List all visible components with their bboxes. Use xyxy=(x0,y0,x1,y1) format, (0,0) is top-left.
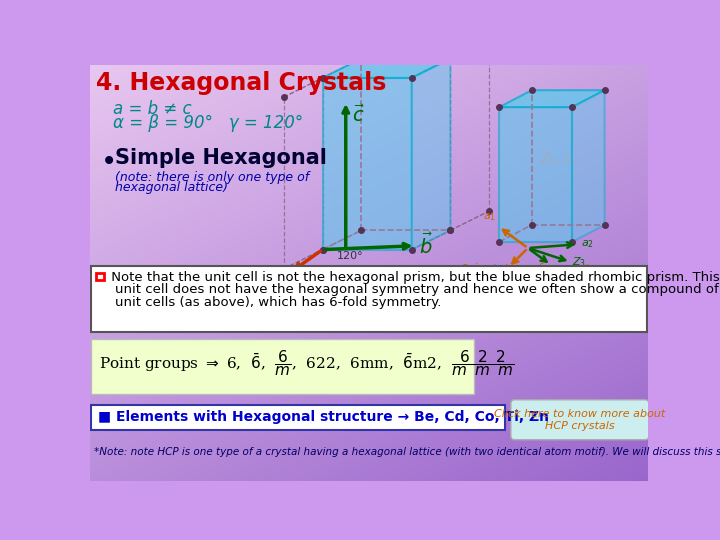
Text: Note that the unit cell is not the hexagonal prism, but the blue shaded rhombic : Note that the unit cell is not the hexag… xyxy=(107,271,720,284)
Text: 4. Hexagonal Crystals: 4. Hexagonal Crystals xyxy=(96,71,387,95)
Polygon shape xyxy=(412,59,451,249)
Text: Click here to know more about
HCP crystals: Click here to know more about HCP crysta… xyxy=(494,409,665,430)
Text: $a_2$: $a_2$ xyxy=(580,238,593,250)
Text: $\vec{a}$: $\vec{a}$ xyxy=(272,279,286,300)
Text: a = b ≠ c: a = b ≠ c xyxy=(113,100,192,118)
Polygon shape xyxy=(499,107,572,242)
Text: $Z_1,\, c$: $Z_1,\, c$ xyxy=(539,152,572,167)
Polygon shape xyxy=(96,273,104,280)
Text: ■ Elements with Hexagonal structure → Be, Cd, Co, Ti, Zn: ■ Elements with Hexagonal structure → Be… xyxy=(98,410,549,424)
Polygon shape xyxy=(323,78,412,249)
FancyBboxPatch shape xyxy=(91,339,474,394)
Text: $\vec{b}$: $\vec{b}$ xyxy=(419,233,433,258)
Text: $Z_3$: $Z_3$ xyxy=(572,255,586,269)
Text: unit cell does not have the hexagonal symmetry and hence we often show a compoun: unit cell does not have the hexagonal sy… xyxy=(114,284,720,296)
Text: Orientation of property axes: Orientation of property axes xyxy=(459,264,627,276)
Text: $Z_2$: $Z_2$ xyxy=(553,268,567,282)
Text: unit cells (as above), which has 6-fold symmetry.: unit cells (as above), which has 6-fold … xyxy=(114,296,441,309)
Text: $a_3$: $a_3$ xyxy=(493,271,506,282)
Polygon shape xyxy=(572,90,605,242)
Text: Simple Hexagonal: Simple Hexagonal xyxy=(114,148,327,168)
Text: α = β = 90°   γ = 120°: α = β = 90° γ = 120° xyxy=(113,114,304,132)
Text: hexagonal lattice): hexagonal lattice) xyxy=(114,181,228,194)
Text: $a_1$: $a_1$ xyxy=(483,212,496,224)
Polygon shape xyxy=(499,90,605,107)
FancyBboxPatch shape xyxy=(91,266,647,332)
Text: $\vec{c}$: $\vec{c}$ xyxy=(352,105,365,126)
Text: (note: there is only one type of: (note: there is only one type of xyxy=(114,171,309,184)
Text: orthogonal set (Z₁, Z₂, Z₃): orthogonal set (Z₁, Z₂, Z₃) xyxy=(467,273,619,286)
Text: Point groups $\Rightarrow$ 6,  $\bar{6}$,  $\dfrac{6}{m}$,  622,  6mm,  $\bar{6}: Point groups $\Rightarrow$ 6, $\bar{6}$,… xyxy=(99,348,515,378)
Text: 120°: 120° xyxy=(336,251,363,261)
Text: •: • xyxy=(101,148,117,176)
Text: *Note: note HCP is one type of a crystal having a hexagonal lattice (with two id: *Note: note HCP is one type of a crystal… xyxy=(94,447,720,457)
FancyBboxPatch shape xyxy=(91,405,505,430)
FancyBboxPatch shape xyxy=(510,400,649,440)
Polygon shape xyxy=(323,59,451,78)
